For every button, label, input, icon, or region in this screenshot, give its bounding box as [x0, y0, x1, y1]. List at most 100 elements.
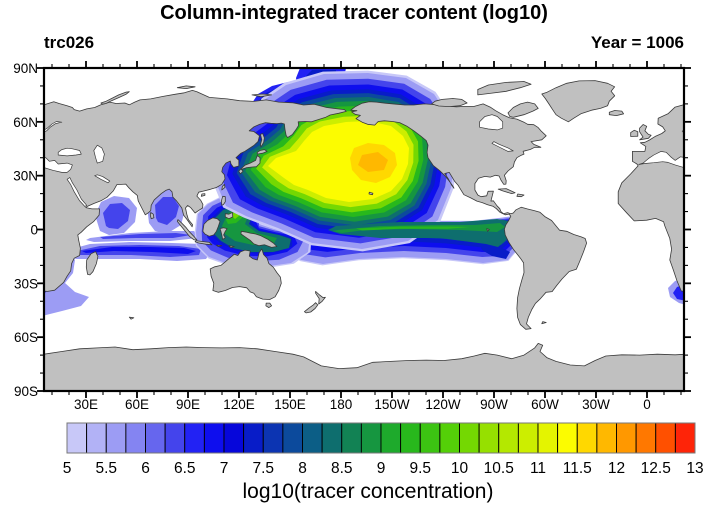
colorbar-segment	[400, 422, 421, 454]
colorbar-segment	[419, 422, 441, 454]
colorbar-tick-label: 7.5	[252, 460, 274, 477]
colorbar-segment	[145, 422, 166, 454]
land-honshu	[238, 154, 261, 175]
colorbar-segment	[243, 422, 264, 454]
lon-label: 30W	[582, 397, 610, 412]
land-sakhalin	[260, 133, 265, 148]
tracer-contour	[480, 240, 510, 259]
colorbar-segment	[459, 422, 480, 454]
colorbar-tick-label: 10.5	[484, 460, 514, 477]
sea-red-sea	[66, 177, 88, 207]
lat-label: 30S	[14, 276, 38, 291]
colorbar-tick-label: 9.5	[409, 460, 431, 477]
lat-label: 60S	[14, 330, 38, 345]
land-galapagos	[486, 228, 490, 232]
land-britain	[0, 125, 11, 140]
sea-caspian-sea	[93, 144, 105, 164]
land-falklands	[541, 321, 547, 325]
lat-label: 0	[30, 223, 38, 238]
colorbar-tick-label: 8.5	[331, 460, 353, 477]
colorbar-segment	[517, 422, 539, 454]
land-cuba	[497, 188, 516, 195]
colorbar-segment	[674, 422, 696, 454]
colorbar-segment	[655, 422, 676, 454]
sea-black-sea	[698, 148, 708, 156]
colorbar-segment	[360, 422, 382, 454]
tracer-contour	[82, 247, 196, 254]
land-baffin	[507, 101, 539, 118]
sea-baltic-sea	[681, 129, 684, 133]
lon-label: 150W	[374, 397, 410, 412]
land-new-siberian	[251, 93, 273, 98]
colorbar-segment	[86, 422, 107, 454]
figure-subtitle-row: trc026 Year = 1006	[44, 33, 684, 53]
lon-label: 0	[643, 397, 651, 412]
colorbar-tick-label: 5	[63, 460, 72, 477]
lon-label: 150E	[274, 397, 306, 412]
colorbar-segment	[66, 422, 88, 454]
colorbar-segment	[105, 422, 127, 454]
colorbar-segment	[223, 422, 245, 454]
land-sumatra	[176, 219, 198, 241]
lon-label: 60W	[531, 397, 559, 412]
land-antarctica	[44, 342, 684, 391]
land-hokkaido	[256, 149, 268, 155]
colorbar-segment	[596, 422, 617, 454]
land-victoria-banks	[431, 98, 468, 107]
colorbar-segment	[262, 422, 284, 454]
sea-mediterranean	[638, 151, 684, 168]
colorbar-tick-label: 13	[686, 460, 703, 477]
colorbar-segment	[478, 422, 500, 454]
land-sumbawa	[215, 244, 223, 247]
colorbar-tick-label: 12.5	[641, 460, 671, 477]
sea-mediterranean	[44, 157, 73, 173]
colorbar-tick-label: 6.5	[174, 460, 196, 477]
sea-great-lakes	[491, 141, 514, 152]
lat-label: 90S	[14, 384, 38, 399]
lon-label: 30E	[74, 397, 98, 412]
land-luzon	[220, 195, 226, 206]
land-hispaniola	[516, 193, 525, 198]
lon-label: 90E	[176, 397, 200, 412]
colorbar-tick-label: 6	[141, 460, 150, 477]
colorbar-segment	[576, 422, 598, 454]
tracer-contour	[356, 226, 470, 231]
land-ellesmere	[477, 81, 532, 96]
land-ireland	[630, 129, 639, 137]
colorbar-segment	[164, 422, 186, 454]
colorbar-segment	[125, 422, 146, 454]
land-hawaii	[368, 191, 374, 196]
sea-black-sea	[57, 147, 82, 157]
year-label: Year = 1006	[590, 33, 684, 52]
colorbar-segment	[439, 422, 460, 454]
colorbar-segment	[557, 422, 578, 454]
colorbar-tick-label: 10	[451, 460, 469, 477]
lon-label: 90W	[480, 397, 508, 412]
land-novaya-zemlya	[100, 91, 130, 105]
map-area	[0, 68, 708, 391]
lon-label: 120E	[223, 397, 255, 412]
lat-label: 90N	[13, 61, 38, 76]
land-timor	[228, 245, 235, 249]
colorbar-caption: log10(tracer concentration)	[242, 480, 494, 503]
tracer-contour	[358, 152, 388, 172]
land-afroeurasia	[617, 104, 684, 292]
colorbar-segment	[537, 422, 559, 454]
lon-label: 120W	[425, 397, 461, 412]
colorbar-segment	[616, 422, 637, 454]
axis-labels: 90N 60N 30N 0 30S 60S 90S 30E 60E 90E 120E 150E 180 1…	[13, 61, 651, 412]
map-axes	[37, 61, 691, 398]
tracer-contour	[103, 203, 130, 229]
colorbar-tick-label: 5.5	[95, 460, 117, 477]
colorbar-segment	[341, 422, 362, 454]
colorbar-segment	[184, 422, 205, 454]
colorbar-segment	[203, 422, 225, 454]
tracer-contour	[155, 197, 179, 225]
colorbar-tick-label: 9	[377, 460, 386, 477]
colorbar: 5 5.5 6 6.5 7 7.5 8 8.5 9 9.5 10 10.5 11 11.5 12 12.5 13	[63, 422, 704, 477]
lon-label: 60E	[125, 397, 149, 412]
land-layer	[0, 80, 708, 391]
land-britain	[639, 124, 652, 141]
